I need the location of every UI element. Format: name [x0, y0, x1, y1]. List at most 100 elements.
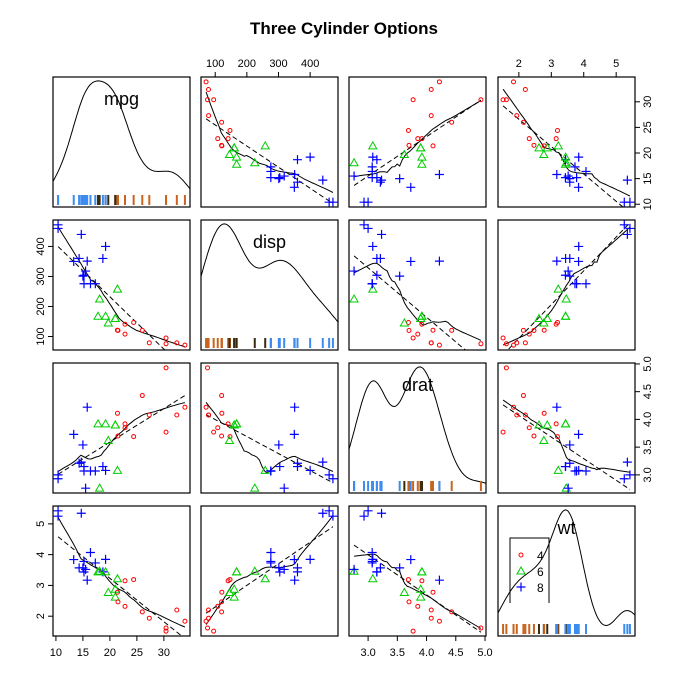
- point-cyl-4: [503, 341, 509, 347]
- point-cyl-4: [114, 327, 120, 333]
- point-cyl-4: [526, 331, 532, 337]
- point-cyl-8: [290, 402, 300, 412]
- point-cyl-8: [574, 429, 584, 439]
- point-cyl-4: [163, 625, 169, 631]
- tick-label: 2: [516, 58, 522, 70]
- point-cyl-6: [260, 465, 271, 474]
- point-cyl-4: [122, 421, 128, 427]
- point-cyl-6: [553, 284, 564, 293]
- point-cyl-4: [405, 127, 411, 133]
- point-cyl-4: [203, 404, 209, 410]
- point-cyl-8: [318, 457, 328, 467]
- point-cyl-6: [249, 566, 260, 575]
- point-cyl-4: [114, 410, 120, 416]
- linear-fit-line: [205, 526, 334, 614]
- point-cyl-6: [112, 573, 123, 583]
- point-cyl-8: [266, 547, 276, 557]
- point-cyl-8: [434, 256, 444, 266]
- point-cyl-8: [90, 466, 100, 476]
- point-cyl-4: [225, 136, 231, 142]
- linear-fit-line: [57, 536, 183, 636]
- point-cyl-6: [93, 418, 103, 428]
- scatter-panel-wt-vs-drat: [348, 505, 487, 637]
- linear-fit-line: [353, 255, 467, 350]
- panel-contents: [53, 506, 188, 636]
- point-cyl-8: [69, 429, 79, 439]
- point-cyl-6: [103, 587, 114, 596]
- point-cyl-4: [522, 412, 528, 418]
- point-cyl-4: [174, 607, 180, 613]
- point-cyl-6: [415, 142, 426, 152]
- legend-label: 6: [537, 565, 544, 579]
- point-cyl-8: [74, 458, 84, 468]
- point-cyl-4: [406, 327, 412, 333]
- point-cyl-4: [211, 97, 217, 103]
- point-cyl-8: [574, 241, 584, 251]
- point-cyl-4: [146, 412, 152, 418]
- density-panel-mpg: mpg: [52, 76, 191, 208]
- tick-label: 4.5: [642, 384, 654, 399]
- point-cyl-8: [349, 564, 359, 574]
- point-cyl-6: [224, 149, 235, 159]
- point-cyl-8: [76, 229, 86, 239]
- point-cyl-6: [560, 418, 571, 428]
- point-cyl-4: [503, 365, 509, 371]
- point-cyl-6: [93, 311, 103, 320]
- point-cyl-8: [266, 466, 276, 476]
- point-cyl-4: [511, 79, 517, 85]
- point-cyl-8: [368, 152, 378, 162]
- point-cyl-4: [139, 609, 145, 615]
- point-cyl-4: [206, 113, 212, 119]
- point-cyl-8: [363, 197, 373, 207]
- tick-label: 4.0: [419, 647, 434, 659]
- point-cyl-6: [224, 587, 235, 596]
- panel-contents: [203, 506, 338, 634]
- point-cyl-8: [406, 182, 416, 192]
- point-cyl-8: [101, 554, 111, 564]
- panel-border: [52, 362, 191, 494]
- point-cyl-4: [419, 321, 425, 327]
- point-cyl-8: [375, 177, 385, 187]
- point-cyl-8: [367, 279, 377, 289]
- point-cyl-4: [122, 603, 128, 609]
- point-cyl-6: [229, 584, 240, 593]
- point-cyl-6: [231, 418, 242, 428]
- point-cyl-8: [289, 429, 299, 439]
- point-cyl-8: [581, 279, 591, 289]
- tick-label: 4.5: [448, 647, 463, 659]
- point-cyl-4: [219, 599, 225, 605]
- point-cyl-6: [349, 157, 359, 167]
- point-cyl-8: [279, 483, 289, 493]
- point-cyl-4: [553, 421, 559, 427]
- point-cyl-8: [82, 575, 92, 585]
- point-cyl-8: [552, 402, 562, 412]
- point-cyl-8: [274, 563, 284, 573]
- point-cyl-4: [205, 365, 211, 371]
- tick-label: 10: [642, 198, 654, 210]
- tick-label: 4: [35, 552, 47, 558]
- point-cyl-6: [229, 419, 240, 429]
- point-cyl-8: [574, 256, 584, 266]
- point-cyl-4: [406, 142, 412, 148]
- panel-contents: [500, 79, 635, 207]
- point-cyl-6: [110, 419, 121, 429]
- point-cyl-8: [289, 182, 299, 192]
- point-cyl-4: [478, 97, 484, 103]
- panel-contents: [500, 220, 635, 350]
- point-cyl-4: [211, 628, 217, 634]
- point-cyl-4: [139, 327, 145, 333]
- smoother-line: [57, 402, 186, 472]
- point-cyl-6: [110, 313, 121, 322]
- point-cyl-6: [561, 293, 572, 303]
- point-cyl-6: [231, 159, 242, 168]
- point-cyl-8: [81, 483, 91, 493]
- point-cyl-4: [131, 577, 137, 583]
- point-cyl-8: [82, 402, 92, 412]
- point-cyl-4: [405, 577, 411, 583]
- panel-border: [497, 505, 636, 637]
- point-cyl-8: [434, 575, 444, 585]
- point-cyl-8: [79, 556, 89, 566]
- point-cyl-4: [541, 143, 547, 149]
- point-cyl-4: [163, 365, 169, 371]
- legend-symbol-4: [518, 552, 524, 558]
